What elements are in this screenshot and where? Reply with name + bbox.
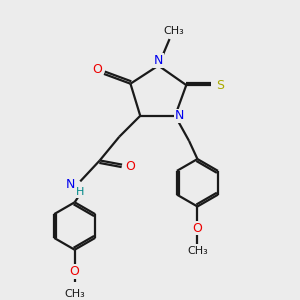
Text: CH₃: CH₃	[163, 26, 184, 36]
Text: O: O	[125, 160, 135, 172]
Text: N: N	[66, 178, 75, 191]
Text: O: O	[193, 222, 202, 235]
Text: CH₃: CH₃	[187, 246, 208, 256]
Text: N: N	[154, 54, 163, 67]
Text: CH₃: CH₃	[64, 290, 85, 299]
Text: O: O	[70, 265, 80, 278]
Text: H: H	[76, 187, 84, 197]
Text: S: S	[216, 79, 224, 92]
Text: N: N	[175, 109, 184, 122]
Text: O: O	[92, 63, 102, 76]
